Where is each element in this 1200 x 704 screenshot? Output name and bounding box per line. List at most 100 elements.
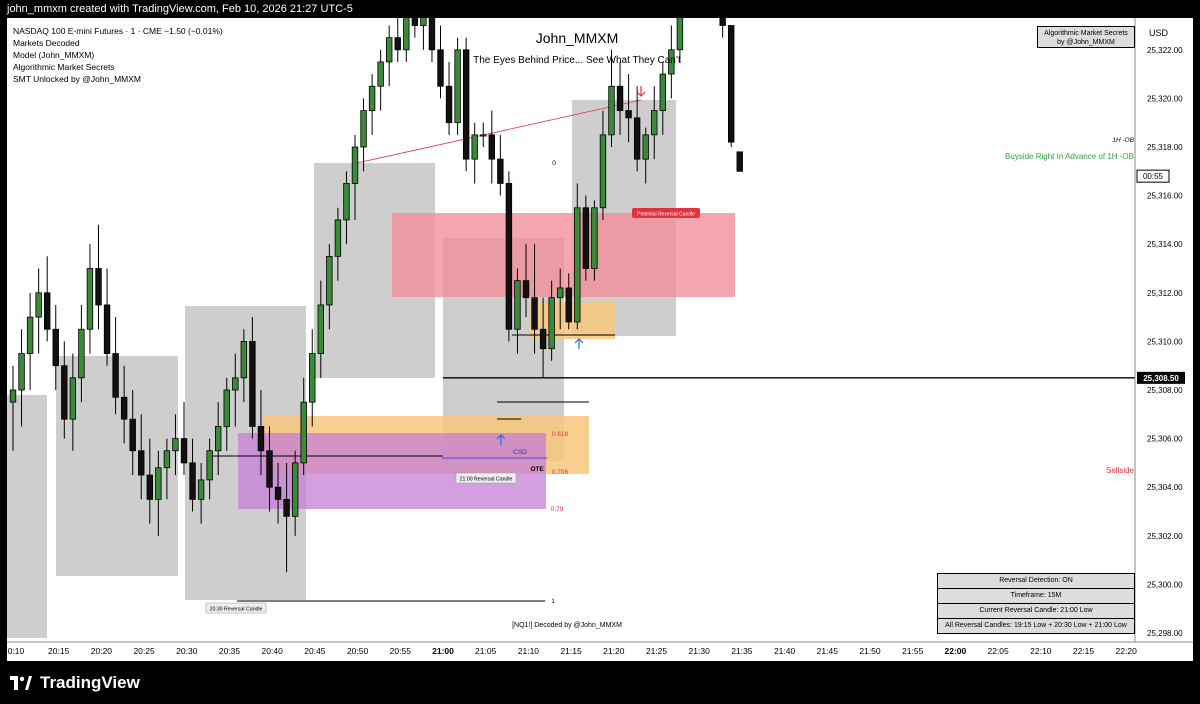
candle-body-57 <box>488 134 495 160</box>
candle-body-29 <box>249 340 256 427</box>
bearish-ob-zone <box>392 213 735 297</box>
price-chart[interactable]: Potential Reversal Candle 21:00 Reversal … <box>7 18 1193 661</box>
candle-body-22 <box>189 462 196 500</box>
x-tick-9: 20:50 <box>347 646 369 656</box>
level-buyside-label: Buyside Right In Advance of 1H -OB <box>1005 152 1134 161</box>
x-tick-18: 21:35 <box>731 646 753 656</box>
smt-divergence-line <box>356 99 642 164</box>
fib-0-label: 0 <box>552 160 556 167</box>
candle-body-12 <box>103 304 111 354</box>
candle-body-50 <box>428 18 436 51</box>
y-tick-17: 25,300.00 <box>1147 580 1183 589</box>
candle-body-4 <box>35 292 42 318</box>
y-tick-9: 25,316.00 <box>1147 192 1183 201</box>
candle-body-67 <box>574 207 581 323</box>
y-tick-11: 25,312.00 <box>1147 289 1183 298</box>
x-tick-6: 20:35 <box>219 646 241 656</box>
candle-body-58 <box>497 158 504 184</box>
y-tick-18: 25,298.00 <box>1147 629 1183 638</box>
indicator-2[interactable]: Model (John_MMXM) <box>13 50 95 60</box>
candle-body-46 <box>394 37 401 51</box>
x-tick-15: 21:20 <box>603 646 625 656</box>
candle-body-34 <box>291 462 299 517</box>
y-tick-6: 25,322.00 <box>1147 46 1183 55</box>
candle-body-54 <box>462 49 470 160</box>
fib-1-label: 1 <box>551 598 555 605</box>
x-tick-22: 21:55 <box>902 646 924 656</box>
candle-body-68 <box>582 207 590 269</box>
x-tick-1: 0:10 <box>8 646 25 656</box>
x-tick-8: 20:45 <box>304 646 326 656</box>
x-tick-27: 22:20 <box>1116 646 1138 656</box>
x-tick-10: 20:55 <box>390 646 412 656</box>
candle-body-86 <box>736 151 743 172</box>
reversal-2100-label: 21:00 Reversal Candle <box>460 477 513 483</box>
brand-badge: Algorithmic Market Secrets by @John_MMXM <box>1037 26 1135 48</box>
info-row-timeframe: Timeframe: 15M <box>938 589 1134 604</box>
x-tick-19: 21:40 <box>774 646 796 656</box>
candle-body-1 <box>9 389 17 403</box>
y-tick-14: 25,306.00 <box>1147 435 1183 444</box>
candle-body-6 <box>52 328 59 367</box>
x-tick-24: 22:05 <box>987 646 1009 656</box>
tradingview-logo[interactable]: TradingView <box>10 671 140 695</box>
candle-body-75 <box>642 134 649 160</box>
footer-bar: TradingView <box>0 661 1200 704</box>
candle-body-38 <box>326 255 333 306</box>
candle-body-55 <box>471 134 478 160</box>
candle-body-32 <box>274 486 282 500</box>
candle-body-18 <box>155 467 162 500</box>
price-tag-sellside-bg <box>1137 371 1185 384</box>
session-box-1 <box>7 395 47 638</box>
y-tick-16: 25,302.00 <box>1147 532 1183 541</box>
x-tick-3: 20:20 <box>91 646 113 656</box>
candle-body-77 <box>659 73 666 111</box>
candle-body-53 <box>454 49 461 124</box>
reversal-2100-tag <box>455 472 517 484</box>
candle-body-16 <box>138 450 145 476</box>
candle-body-42 <box>360 110 367 148</box>
indicator-1[interactable]: Markets Decoded <box>13 38 80 48</box>
x-tick-20: 21:45 <box>817 646 839 656</box>
candle-body-65 <box>557 287 564 299</box>
candle-body-28 <box>240 340 248 379</box>
axes-layer: 25,332.0025,330.0025,328.0025,326.0025,3… <box>7 18 1193 656</box>
x-tick-2: 20:15 <box>48 646 70 656</box>
x-tick-12: 21:05 <box>475 646 497 656</box>
x-tick-14: 21:15 <box>560 646 582 656</box>
info-table: Reversal Detection: ON Timeframe: 15M Cu… <box>937 573 1135 634</box>
currency-label[interactable]: USD <box>1149 28 1169 38</box>
indicator-3[interactable]: Algorithmic Market Secrets <box>13 62 115 72</box>
candle-body-5 <box>44 292 51 330</box>
badge-line-1: Algorithmic Market Secrets <box>1044 30 1128 37</box>
candle-body-62 <box>531 297 538 330</box>
candle-body-35 <box>300 401 307 464</box>
candle-body-7 <box>61 365 68 420</box>
x-tick-21: 21:50 <box>859 646 881 656</box>
candle-body-25 <box>214 426 222 452</box>
candle-body-66 <box>565 287 572 323</box>
candle-body-49 <box>420 18 427 26</box>
candle-body-71 <box>608 85 615 136</box>
candle-body-72 <box>616 85 624 111</box>
candle-body-44 <box>377 61 384 87</box>
candle-body-14 <box>120 396 128 420</box>
symbol-line[interactable]: NASDAQ 100 E-mini Futures · 1 · CME −1.5… <box>13 26 223 36</box>
indicator-4[interactable]: SMT Unlocked by @John_MMXM <box>13 74 141 84</box>
candle-body-74 <box>633 117 641 160</box>
tradingview-logo-icon <box>10 676 32 690</box>
badge-line-2: by @John_MMXM <box>1057 39 1115 46</box>
fib-618-label: 0.618 <box>552 431 569 438</box>
info-row-detection: Reversal Detection: ON <box>938 574 1134 589</box>
countdown-bg <box>1136 169 1170 183</box>
candle-body-36 <box>309 353 316 403</box>
info-row-current: Current Reversal Candle: 21:00 Low <box>938 604 1134 619</box>
candle-body-37 <box>317 304 324 354</box>
candle-body-11 <box>95 268 102 306</box>
candle-body-9 <box>78 328 85 379</box>
candle-body-3 <box>26 316 34 354</box>
chart-subtitle: The Eyes Behind Price... See What They C… <box>473 55 681 66</box>
candle-body-45 <box>385 37 393 63</box>
x-tick-4: 20:25 <box>133 646 155 656</box>
y-tick-12: 25,310.00 <box>1147 337 1183 346</box>
